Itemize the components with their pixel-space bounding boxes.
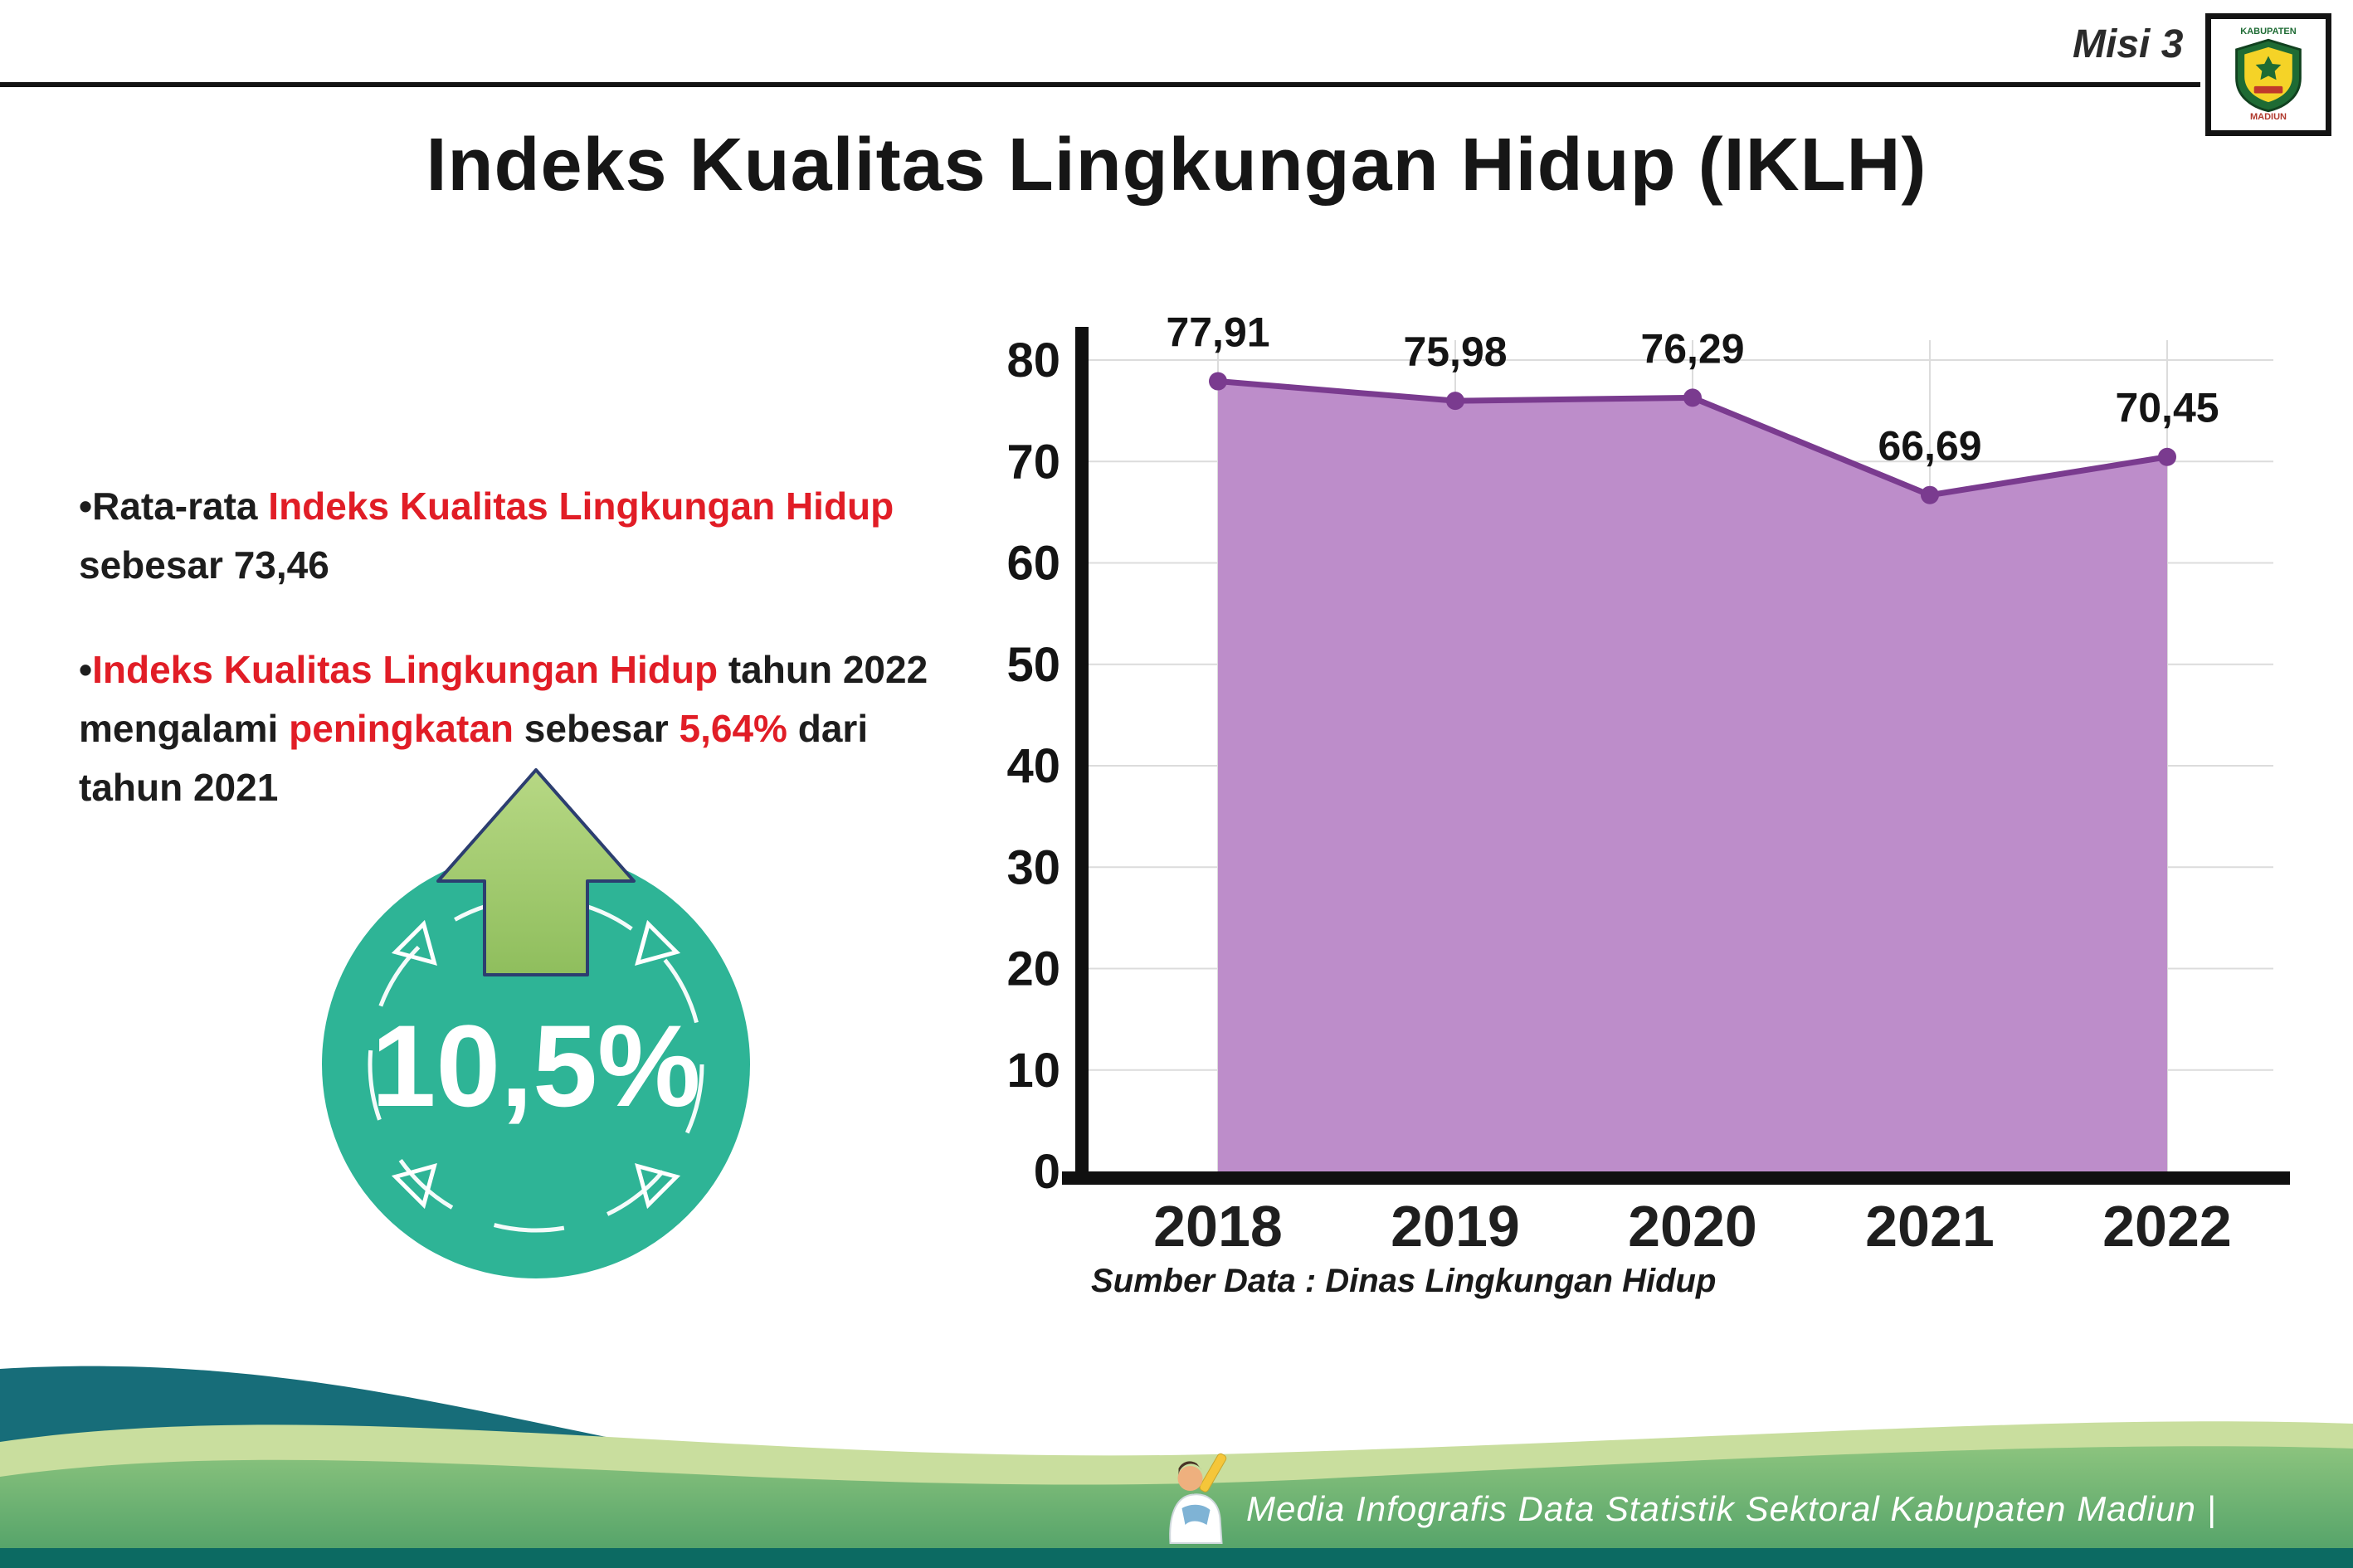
y-tick-label: 50 [1006,638,1060,692]
badge-circle [322,850,750,1278]
badge-triangle-nw [391,919,437,966]
shield-logo-icon [2235,38,2302,113]
badge-dashed-ring [368,896,704,1233]
badge-value: 10,5% [372,1001,701,1131]
area-fill [1218,381,2167,1171]
y-axis-bar [1075,327,1089,1185]
bullet1-post: sebesar 73,46 [79,543,329,587]
bullet1-pre: •Rata-rata [79,485,269,528]
bullet1-highlight: Indeks Kualitas Lingkungan Hidup [268,485,894,528]
badge-triangle-sw [391,1163,437,1210]
logo-top-text: KABUPATEN [2240,27,2297,37]
data-point [1209,372,1227,391]
bullet-item-average: •Rata-rata Indeks Kualitas Lingkungan Hi… [79,477,967,596]
data-point [2158,447,2176,466]
y-tick-label: 10 [1006,1044,1060,1098]
data-point-label: 75,98 [1403,329,1507,375]
y-tick-label: 70 [1006,435,1060,489]
bullet2-post: dari tahun 2021 [79,706,869,810]
y-tick-label: 20 [1006,942,1060,996]
data-point [1921,485,1939,504]
x-tick-label: 2022 [2102,1194,2232,1259]
header-divider [0,82,2200,87]
mascot-writer-icon [1169,1453,1227,1544]
x-tick-label: 2020 [1628,1194,1757,1259]
x-tick-label: 2021 [1865,1194,1995,1259]
logo-bottom-text: MADIUN [2250,112,2287,122]
data-point-label: 77,91 [1166,309,1269,356]
data-point [1446,392,1464,411]
source-note: Sumber Data : Dinas Lingkungan Hidup [1091,1263,1717,1299]
y-tick-label: 80 [1006,334,1060,387]
x-tick-label: 2019 [1391,1194,1520,1259]
increase-badge: 10,5% [322,768,750,1278]
y-tick-label: 0 [1034,1145,1060,1199]
data-point [1683,388,1702,407]
bullet2-highlight-1: Indeks Kualitas Lingkungan Hidup [92,647,719,691]
footer-bottom-strip [0,1548,2353,1568]
kabupaten-madiun-logo: KABUPATEN MADIUN [2205,13,2331,136]
bullet2-mid-1: tahun 2022 mengalami [79,647,928,750]
y-tick-label: 60 [1006,537,1060,591]
bullet2-highlight-2: peningkatan [289,706,514,750]
misi-label: Misi 3 [2073,22,2184,66]
page-title: Indeks Kualitas Lingkungan Hidup (IKLH) [426,124,1927,207]
bullet2-highlight-3: 5,64% [679,706,787,750]
bullet-list: •Rata-rata Indeks Kualitas Lingkungan Hi… [79,477,967,862]
y-tick-label: 30 [1006,840,1060,894]
x-tick-label: 2018 [1153,1194,1283,1259]
data-point-label: 70,45 [2115,385,2219,431]
bullet-item-increase: •Indeks Kualitas Lingkungan Hidup tahun … [79,640,967,818]
data-point-label: 66,69 [1878,423,1981,470]
footer-caption: Media Infografis Data Statistik Sektoral… [1246,1489,2217,1528]
badge-triangle-ne [635,919,681,966]
y-tick-label: 40 [1006,739,1060,793]
up-arrow-icon [436,768,636,976]
iklh-area-chart: 77,91 75,98 76,29 66,69 70,45 0 10 20 30 40 50 60 70… [1006,309,2290,1259]
badge-triangle-se [635,1163,681,1210]
bullet2-marker: • [79,647,93,691]
data-point-label: 76,29 [1640,325,1744,372]
x-axis-bar [1062,1171,2290,1185]
bullet2-mid-2: sebesar [514,706,680,750]
